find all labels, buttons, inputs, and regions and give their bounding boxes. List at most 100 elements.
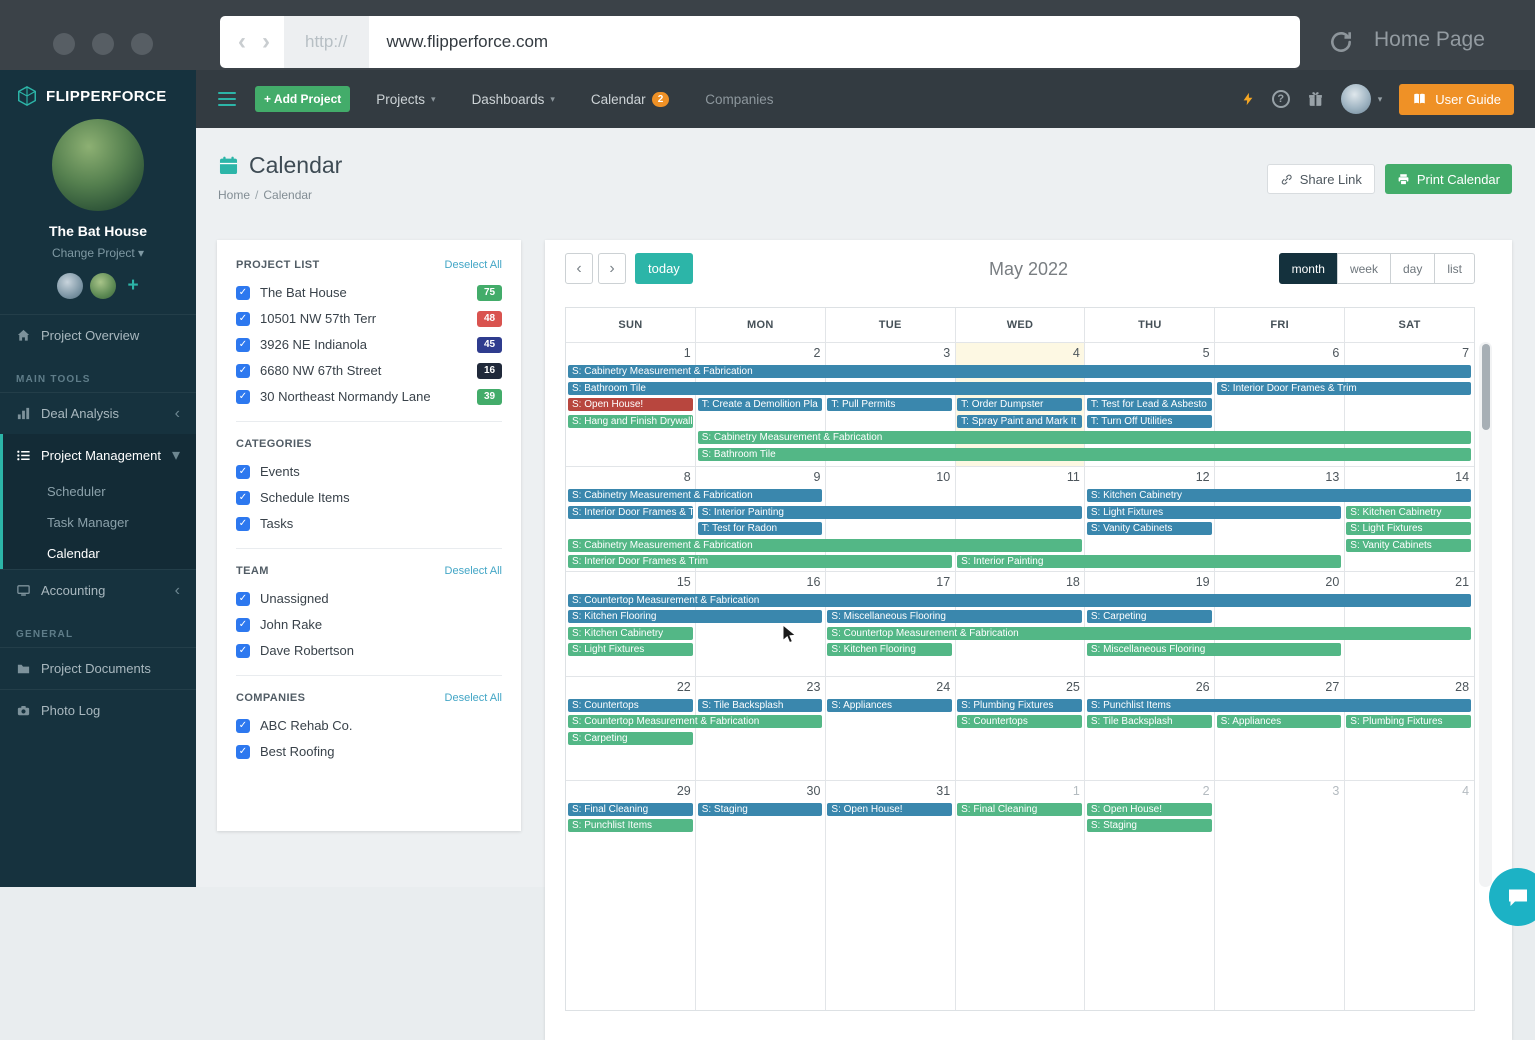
nav-item-calendar[interactable]: Calendar 2 [591, 91, 670, 107]
day-cell[interactable] [566, 343, 696, 466]
next-month-button[interactable]: › [598, 253, 626, 284]
calendar-event[interactable]: S: Kitchen Cabinetry [568, 626, 693, 640]
calendar-event[interactable]: T: Spray Paint and Mark It [957, 414, 1082, 428]
calendar-event[interactable]: S: Tile Backsplash [697, 698, 823, 712]
sidebar-item-photo-log[interactable]: Photo Log [0, 689, 196, 731]
url-text[interactable]: www.flipperforce.com [386, 32, 549, 51]
day-cell[interactable] [566, 467, 696, 571]
help-icon[interactable]: ? [1271, 90, 1290, 108]
calendar-event[interactable]: T: Create a Demolition Pla [697, 398, 823, 411]
change-project-dropdown[interactable]: Change Project ▾ [51, 246, 145, 260]
calendar-event[interactable]: S: Tile Backsplash [1086, 715, 1212, 728]
brand[interactable]: FLIPPERFORCE [0, 70, 196, 111]
calendar-event[interactable]: S: Final Cleaning [568, 802, 693, 816]
calendar-event[interactable]: S: Vanity Cabinets [1086, 522, 1212, 535]
day-cell[interactable] [826, 343, 956, 466]
deselect-all-link[interactable]: Deselect All [444, 692, 502, 704]
user-guide-button[interactable]: User Guide [1399, 83, 1514, 115]
member-avatar[interactable] [90, 273, 117, 299]
checkbox-checked[interactable]: ✓ [236, 389, 250, 404]
day-cell[interactable] [956, 571, 1086, 676]
checkbox-checked[interactable]: ✓ [236, 337, 250, 352]
calendar-event[interactable]: S: Carpeting [568, 731, 693, 745]
calendar-event[interactable]: S: Bathroom Tile [568, 381, 1212, 395]
calendar-event[interactable]: S: Open House! [1086, 802, 1212, 816]
member-avatar[interactable] [57, 273, 84, 299]
calendar-event[interactable]: S: Kitchen Cabinetry [1346, 505, 1471, 519]
lightning-icon[interactable] [1241, 91, 1255, 107]
deselect-all-link[interactable]: Deselect All [444, 565, 502, 577]
calendar-event[interactable]: S: Vanity Cabinets [1346, 538, 1471, 552]
sidebar-item-accounting[interactable]: Accounting ‹ [0, 569, 196, 611]
day-cell[interactable] [956, 467, 1086, 571]
breadcrumb-home[interactable]: Home [218, 188, 251, 202]
calendar-event[interactable]: S: Cabinetry Measurement & Fabrication [568, 365, 1471, 378]
today-button[interactable]: today [635, 253, 693, 284]
checkbox-checked[interactable]: ✓ [236, 617, 250, 632]
day-cell[interactable] [826, 467, 956, 571]
prev-month-button[interactable]: ‹ [565, 253, 593, 284]
day-cell[interactable] [826, 676, 956, 780]
project-photo-avatar[interactable] [52, 119, 144, 211]
checkbox-checked[interactable]: ✓ [236, 464, 250, 479]
view-list-button[interactable]: list [1434, 253, 1475, 284]
calendar-event[interactable]: S: Countertops [957, 715, 1082, 728]
calendar-event[interactable]: S: Kitchen Flooring [827, 643, 953, 656]
hamburger-menu-icon[interactable] [218, 91, 236, 107]
calendar-event[interactable]: S: Hang and Finish Drywall [568, 414, 693, 428]
sidebar-item-project-overview[interactable]: Project Overview [0, 314, 196, 356]
forward-icon[interactable]: › [262, 28, 270, 55]
sidebar-item-project-documents[interactable]: Project Documents [0, 647, 196, 689]
calendar-event[interactable]: S: Open House! [568, 398, 693, 411]
calendar-event[interactable]: S: Kitchen Flooring [568, 610, 823, 623]
calendar-event[interactable]: S: Appliances [827, 698, 953, 712]
browser-back-forward-icons[interactable]: ‹ › [238, 30, 270, 54]
checkbox-checked[interactable]: ✓ [236, 718, 250, 733]
calendar-event[interactable]: S: Plumbing Fixtures [1346, 715, 1471, 728]
view-month-button[interactable]: month [1278, 253, 1338, 284]
nav-item-projects[interactable]: Projects ▾ [376, 92, 435, 107]
calendar-event[interactable]: T: Test for Radon [697, 522, 823, 535]
calendar-event[interactable]: S: Interior Painting [697, 505, 1082, 519]
gift-icon[interactable] [1307, 91, 1324, 108]
calendar-event[interactable]: S: Punchlist Items [1086, 698, 1471, 712]
window-control-dot[interactable] [92, 33, 114, 55]
day-cell[interactable] [1215, 343, 1346, 466]
calendar-event[interactable]: S: Countertop Measurement & Fabrication [568, 593, 1471, 607]
checkbox-checked[interactable]: ✓ [236, 643, 250, 658]
calendar-event[interactable]: S: Kitchen Cabinetry [1086, 489, 1471, 502]
sidebar-subitem-task-manager[interactable]: Task Manager [47, 515, 129, 530]
share-link-button[interactable]: Share Link [1266, 164, 1375, 194]
scrollbar-thumb[interactable] [1481, 344, 1490, 430]
nav-item-dashboards[interactable]: Dashboards ▾ [472, 92, 555, 107]
url-bar[interactable]: ‹ › http:// www.flipperforce.com [220, 16, 1300, 68]
calendar-event[interactable]: S: Interior Door Frames & T [568, 505, 693, 519]
checkbox-checked[interactable]: ✓ [236, 490, 250, 505]
calendar-event[interactable]: S: Final Cleaning [957, 802, 1082, 816]
reload-icon[interactable] [1328, 29, 1354, 60]
checkbox-checked[interactable]: ✓ [236, 285, 250, 300]
calendar-event[interactable]: T: Test for Lead & Asbesto [1086, 398, 1212, 411]
calendar-event[interactable]: S: Appliances [1216, 715, 1342, 728]
calendar-event[interactable]: S: Staging [1086, 819, 1212, 832]
calendar-event[interactable]: S: Cabinetry Measurement & Fabrication [568, 538, 1082, 552]
view-week-button[interactable]: week [1336, 253, 1391, 284]
day-cell[interactable] [566, 571, 696, 676]
calendar-event[interactable]: S: Countertop Measurement & Fabrication [568, 715, 823, 728]
deselect-all-link[interactable]: Deselect All [444, 259, 502, 271]
checkbox-checked[interactable]: ✓ [236, 363, 250, 378]
day-cell[interactable] [1215, 676, 1346, 780]
calendar-event[interactable]: S: Cabinetry Measurement & Fabrication [697, 431, 1471, 444]
checkbox-checked[interactable]: ✓ [236, 591, 250, 606]
print-calendar-button[interactable]: Print Calendar [1384, 164, 1512, 194]
home-page-label[interactable]: Home Page [1374, 28, 1485, 51]
calendar-event[interactable]: S: Light Fixtures [1086, 505, 1342, 519]
day-cell[interactable] [1085, 571, 1216, 676]
calendar-event[interactable]: S: Staging [697, 802, 823, 816]
day-cell[interactable] [696, 571, 826, 676]
window-control-dot[interactable] [53, 33, 75, 55]
calendar-event[interactable]: T: Turn Off Utilities [1086, 414, 1212, 428]
checkbox-checked[interactable]: ✓ [236, 311, 250, 326]
calendar-event[interactable]: S: Light Fixtures [568, 643, 693, 656]
back-icon[interactable]: ‹ [238, 28, 246, 55]
